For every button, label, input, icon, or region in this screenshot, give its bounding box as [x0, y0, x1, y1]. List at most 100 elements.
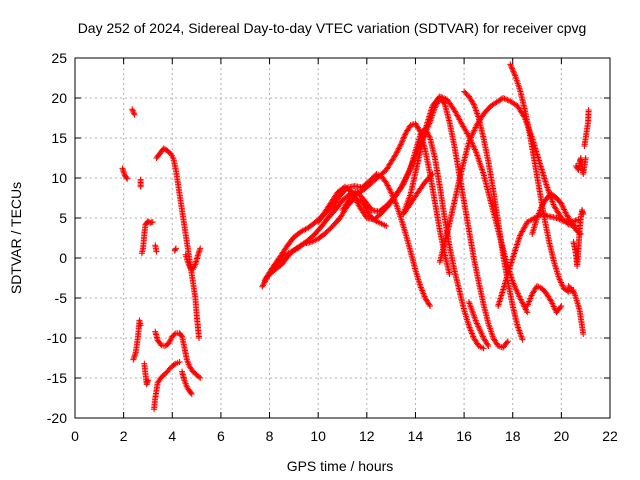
data-point-marker	[549, 300, 556, 307]
y-tick-label: -5	[55, 290, 68, 306]
data-point-marker	[397, 141, 404, 148]
data-point-marker	[550, 301, 557, 308]
data-point-marker	[477, 327, 484, 334]
data-point-marker	[438, 94, 445, 101]
data-point-marker	[389, 192, 396, 199]
data-point-marker	[475, 323, 482, 330]
data-point-marker	[477, 329, 484, 336]
data-point-marker	[585, 107, 592, 113]
chart-title: Day 252 of 2024, Sidereal Day-to-day VTE…	[78, 20, 587, 36]
data-point-marker	[398, 140, 405, 146]
data-point-marker	[392, 199, 399, 206]
data-point-marker	[446, 271, 453, 277]
data-point-marker	[479, 167, 486, 174]
data-point-marker	[124, 175, 131, 182]
data-point-marker	[521, 303, 528, 310]
data-point-marker	[427, 303, 434, 309]
y-tick-label: -10	[47, 330, 67, 346]
x-tick-label: 6	[217, 428, 225, 444]
data-point-marker	[391, 196, 398, 203]
y-tick-label: 25	[51, 50, 67, 66]
data-point-marker	[517, 295, 524, 301]
data-point-marker	[558, 279, 565, 286]
data-point-marker	[514, 289, 521, 296]
data-point-marker	[385, 183, 392, 190]
data-point-marker	[383, 181, 390, 188]
axis-ticks: 0 2 4 6 8 10 12 14 16 18 20 22 -20 -15 -10 -5 0 5 10 15 20 25	[47, 50, 618, 444]
data-point-marker	[472, 124, 479, 131]
data-point-marker	[130, 110, 137, 117]
x-tick-label: 22	[602, 428, 618, 444]
data-point-marker	[465, 139, 472, 145]
data-point-marker	[557, 277, 564, 284]
data-point-marker	[510, 68, 517, 75]
data-point-marker	[556, 276, 563, 283]
x-tick-label: 20	[554, 428, 570, 444]
data-point-marker	[522, 221, 529, 228]
x-tick-label: 16	[456, 428, 472, 444]
data-point-marker	[510, 280, 517, 287]
data-point-marker	[399, 137, 406, 144]
data-point-marker	[389, 193, 396, 200]
data-point-marker	[388, 190, 395, 197]
data-point-marker	[455, 115, 462, 122]
data-point-marker	[439, 94, 446, 101]
data-point-marker	[504, 338, 511, 345]
data-point-marker	[395, 145, 402, 152]
data-point-marker	[507, 61, 514, 68]
y-tick-label: 10	[51, 170, 67, 186]
data-point-marker	[406, 165, 413, 172]
x-tick-label: 4	[168, 428, 176, 444]
data-point-marker	[197, 375, 204, 381]
data-point-marker	[355, 200, 362, 207]
data-point-marker	[519, 227, 526, 234]
data-point-marker	[401, 177, 408, 184]
y-tick-label: -20	[47, 410, 67, 426]
data-point-marker	[428, 172, 435, 179]
data-point-marker	[475, 157, 482, 164]
data-point-marker	[515, 290, 522, 297]
data-point-marker	[557, 304, 564, 311]
data-point-marker	[520, 225, 527, 232]
data-point-marker	[559, 202, 566, 209]
x-tick-label: 8	[266, 428, 274, 444]
data-point-marker	[399, 138, 406, 145]
data-point-marker	[476, 158, 483, 165]
data-point-marker	[130, 109, 137, 115]
data-point-marker	[386, 186, 393, 193]
data-point-marker	[452, 109, 459, 116]
x-axis-label: GPS time / hours	[287, 458, 394, 474]
y-tick-label: 15	[51, 130, 67, 146]
data-point-marker	[475, 155, 482, 162]
data-point-marker	[457, 117, 464, 124]
data-point-marker	[550, 303, 557, 310]
x-tick-label: 14	[408, 428, 424, 444]
data-point-marker	[518, 297, 525, 304]
data-point-marker	[387, 188, 394, 195]
data-point-marker	[501, 95, 508, 102]
data-point-marker	[408, 162, 415, 169]
data-point-marker	[517, 296, 524, 303]
data-point-marker	[478, 166, 485, 173]
data-point-marker	[512, 284, 519, 291]
data-point-marker	[144, 377, 151, 384]
data-point-marker	[557, 216, 564, 223]
data-point-marker	[515, 292, 522, 299]
data-point-marker	[476, 160, 483, 167]
data-point-marker	[398, 183, 405, 190]
y-tick-label: 0	[59, 250, 67, 266]
data-point-marker	[477, 161, 484, 168]
data-point-marker	[519, 336, 526, 343]
data-point-marker	[456, 116, 463, 123]
data-point-marker	[416, 127, 423, 134]
data-point-marker	[471, 145, 478, 152]
data-point-marker	[441, 95, 448, 102]
data-point-marker	[480, 345, 487, 352]
data-point-marker	[259, 282, 266, 289]
data-point-marker	[551, 304, 558, 311]
data-point-marker	[507, 62, 514, 69]
data-point-marker	[469, 131, 476, 138]
data-point-marker	[560, 205, 567, 212]
y-tick-label: 20	[51, 90, 67, 106]
